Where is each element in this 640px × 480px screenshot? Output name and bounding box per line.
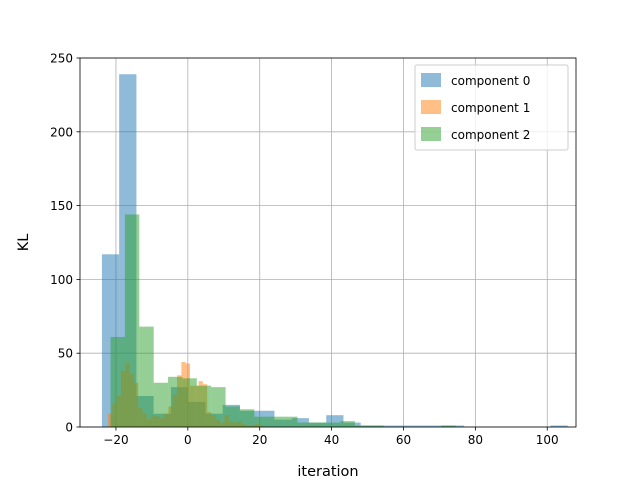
y-tick-label: 0 (65, 421, 73, 435)
x-tick-label: 80 (468, 433, 483, 447)
legend-label: component 1 (451, 101, 530, 115)
legend-label: component 0 (451, 74, 530, 88)
bar (354, 425, 370, 427)
bar (110, 336, 125, 427)
bar (412, 425, 430, 427)
bar (550, 425, 568, 427)
bar (283, 416, 298, 427)
bar (268, 416, 284, 427)
y-tick-label: 200 (50, 125, 73, 139)
x-tick-label: 60 (396, 433, 411, 447)
bar (395, 425, 413, 427)
bar (429, 425, 447, 427)
y-axis-label: KL (16, 234, 32, 252)
bar (196, 385, 212, 427)
x-tick-label: 40 (324, 433, 339, 447)
bar (377, 425, 396, 427)
plot-frame (79, 57, 577, 428)
x-tick-label: 100 (536, 433, 559, 447)
bar (139, 326, 154, 427)
bar (239, 409, 255, 427)
bar (254, 416, 269, 427)
x-tick-label: 20 (252, 433, 267, 447)
bar (168, 376, 183, 427)
legend-swatch (421, 100, 441, 114)
bar (326, 422, 341, 427)
bar (311, 422, 327, 427)
bar (297, 422, 312, 427)
y-tick-label: 150 (50, 199, 73, 213)
legend: component 0 component 1 component 2 (414, 64, 569, 151)
y-tick-label: 250 (50, 52, 73, 66)
bar (225, 406, 240, 427)
x-axis-label: iteration (297, 464, 358, 480)
bar (369, 425, 384, 427)
x-axis-ticks: −20 0 20 40 60 80 100 (103, 427, 559, 447)
y-tick-label: 100 (50, 273, 73, 287)
y-axis-ticks: 0 50 100 150 200 250 (50, 52, 80, 435)
bar (124, 214, 140, 427)
bar (326, 415, 344, 427)
legend-swatch (421, 73, 441, 87)
legend-swatch (421, 127, 441, 141)
series-2-bars (110, 214, 456, 427)
bar (182, 378, 197, 427)
bar (441, 425, 456, 427)
y-tick-label: 50 (58, 347, 73, 361)
bar (108, 413, 113, 427)
bar (340, 421, 355, 427)
legend-box (414, 64, 569, 151)
legend-label: component 2 (451, 128, 530, 142)
histogram-bars (101, 74, 568, 428)
bar (211, 387, 226, 427)
bar (153, 382, 169, 427)
x-tick-label: 0 (184, 433, 192, 447)
x-tick-label: −20 (103, 433, 128, 447)
